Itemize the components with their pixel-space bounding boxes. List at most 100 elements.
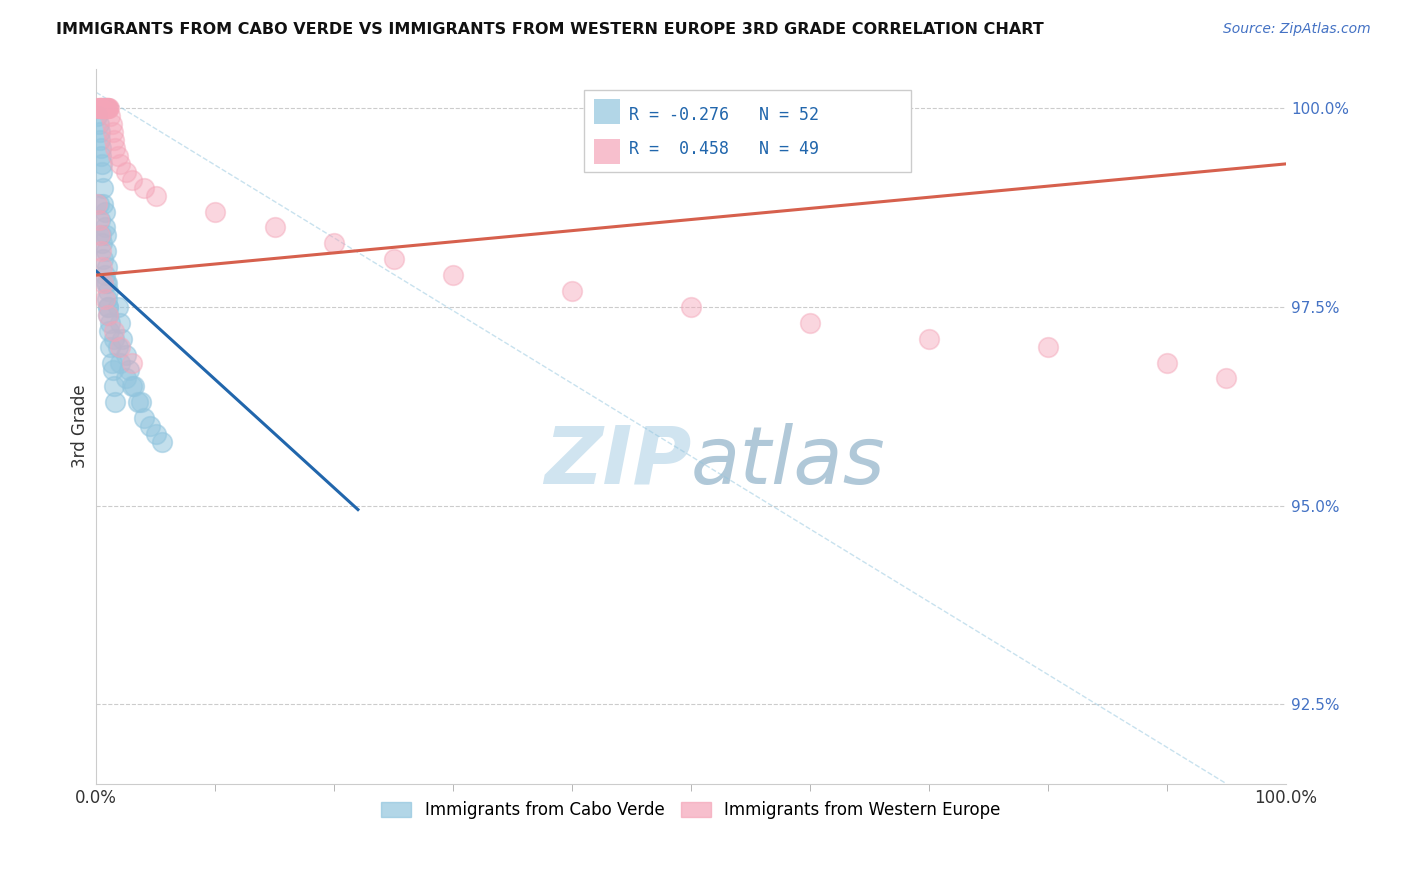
Point xyxy=(91,276,114,290)
Point xyxy=(91,101,114,115)
Point xyxy=(94,101,117,115)
Point xyxy=(681,300,703,314)
Point xyxy=(89,101,111,115)
Point xyxy=(145,427,167,442)
Y-axis label: 3rd Grade: 3rd Grade xyxy=(72,384,89,468)
Point xyxy=(91,101,114,115)
Point xyxy=(103,379,125,393)
Point xyxy=(91,165,114,179)
Point xyxy=(91,236,114,251)
Point xyxy=(132,411,155,425)
Point xyxy=(131,395,153,409)
Point xyxy=(101,363,124,377)
Point xyxy=(91,101,114,115)
Point xyxy=(100,355,122,369)
Point xyxy=(87,196,110,211)
Point xyxy=(94,101,117,115)
Point xyxy=(90,228,112,243)
Point xyxy=(103,332,125,346)
Point xyxy=(94,244,117,259)
Point xyxy=(441,268,464,282)
Point xyxy=(98,101,121,115)
Point xyxy=(204,204,226,219)
Point xyxy=(121,379,143,393)
Point xyxy=(107,300,129,314)
Point xyxy=(89,125,111,139)
Point xyxy=(115,348,138,362)
Point xyxy=(100,316,122,330)
Point xyxy=(91,252,114,267)
Point xyxy=(86,196,108,211)
Point xyxy=(263,220,285,235)
Point xyxy=(98,324,121,338)
Point xyxy=(97,101,120,115)
Point xyxy=(1215,371,1237,385)
Text: IMMIGRANTS FROM CABO VERDE VS IMMIGRANTS FROM WESTERN EUROPE 3RD GRADE CORRELATI: IMMIGRANTS FROM CABO VERDE VS IMMIGRANTS… xyxy=(56,22,1045,37)
Point xyxy=(108,340,131,354)
Point xyxy=(1036,340,1059,354)
Point xyxy=(138,419,160,434)
Point xyxy=(104,141,127,155)
Point xyxy=(107,149,129,163)
Text: R =  0.458   N = 49: R = 0.458 N = 49 xyxy=(630,140,820,158)
Point xyxy=(91,157,114,171)
Point xyxy=(561,284,583,298)
Point xyxy=(97,284,120,298)
Point xyxy=(115,165,138,179)
Point xyxy=(107,340,129,354)
Point xyxy=(97,101,120,115)
Point xyxy=(86,109,108,123)
Point xyxy=(87,101,110,115)
Point xyxy=(91,180,114,194)
Point xyxy=(103,324,125,338)
Point xyxy=(121,355,143,369)
Point xyxy=(93,268,115,282)
Point xyxy=(89,133,111,147)
Point xyxy=(96,101,118,115)
Point xyxy=(918,332,941,346)
Text: Source: ZipAtlas.com: Source: ZipAtlas.com xyxy=(1223,22,1371,37)
Point xyxy=(93,292,115,306)
Point xyxy=(121,173,143,187)
Point xyxy=(96,292,118,306)
Point xyxy=(90,141,112,155)
Point xyxy=(104,395,127,409)
Point xyxy=(89,228,111,243)
FancyBboxPatch shape xyxy=(593,98,620,124)
Text: ZIP: ZIP xyxy=(544,423,692,501)
Text: atlas: atlas xyxy=(692,423,886,501)
Point xyxy=(127,395,149,409)
Point xyxy=(799,316,821,330)
Point xyxy=(100,117,122,131)
Point xyxy=(97,308,120,322)
Point xyxy=(93,101,115,115)
Point xyxy=(108,355,131,369)
Point xyxy=(97,300,120,314)
Point xyxy=(382,252,405,267)
Point xyxy=(94,228,117,243)
Point xyxy=(1156,355,1178,369)
Point xyxy=(94,276,117,290)
Text: R = -0.276   N = 52: R = -0.276 N = 52 xyxy=(630,106,820,124)
Point xyxy=(93,220,115,235)
Point xyxy=(87,117,110,131)
Point xyxy=(150,435,173,450)
Point xyxy=(91,260,114,275)
Point xyxy=(118,363,141,377)
Point xyxy=(103,133,125,147)
Point xyxy=(111,332,134,346)
Point xyxy=(323,236,346,251)
Point xyxy=(132,180,155,194)
Point xyxy=(86,101,108,115)
Point xyxy=(96,276,118,290)
FancyBboxPatch shape xyxy=(593,138,620,163)
Point xyxy=(89,212,111,227)
Point xyxy=(100,109,122,123)
Point xyxy=(145,188,167,202)
Point xyxy=(122,379,145,393)
FancyBboxPatch shape xyxy=(583,90,911,172)
Point xyxy=(89,101,111,115)
Point xyxy=(91,196,114,211)
Point xyxy=(90,101,112,115)
Point xyxy=(93,204,115,219)
